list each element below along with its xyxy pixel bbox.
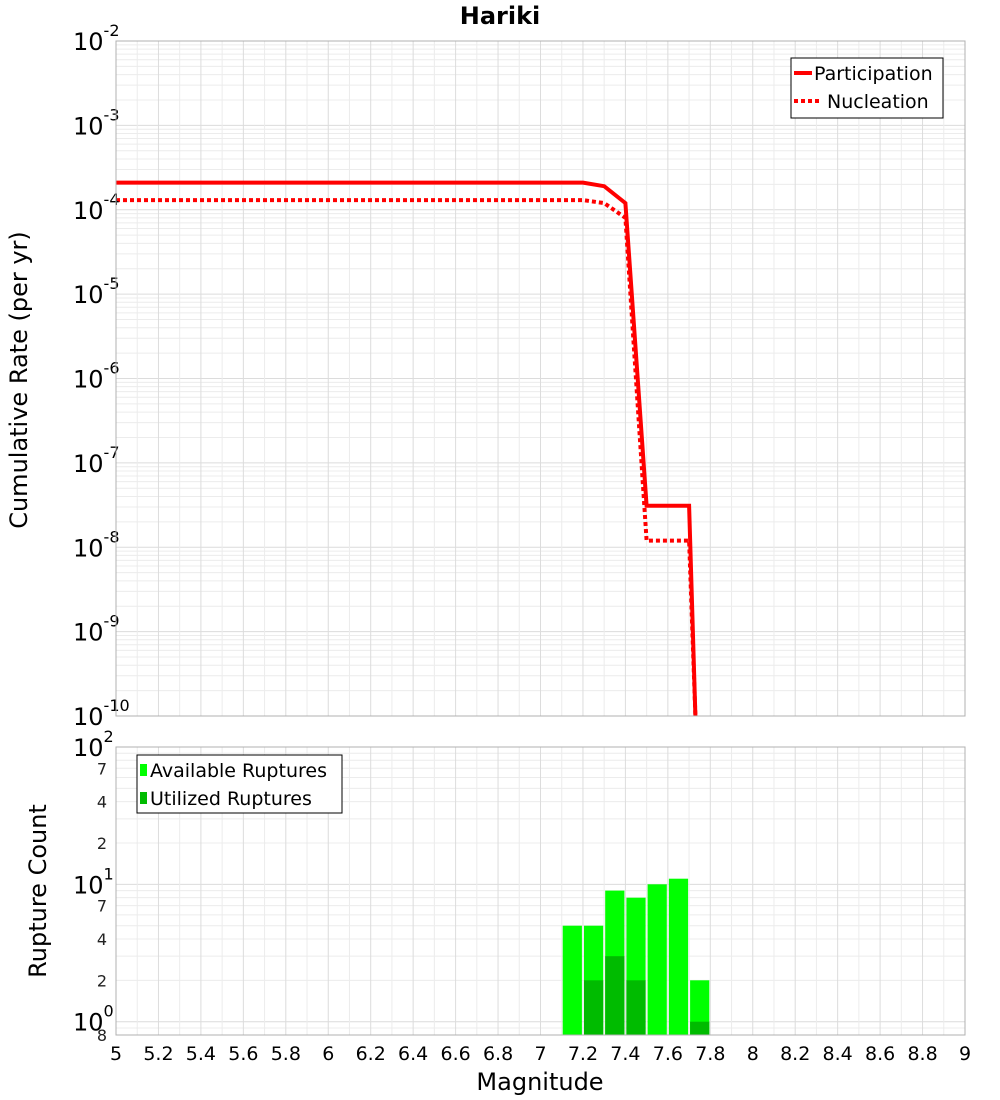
x-tick-label: 5 xyxy=(110,1043,122,1065)
count-y-minor-tick-label: 2 xyxy=(97,834,107,853)
count-panel: 102 101 100 7 4 2 7 4 2 8 5 5.2 5.4 5.6 5.8 6 6.2 6.4 6.6… xyxy=(24,727,971,1096)
x-tick-label: 7.4 xyxy=(610,1043,640,1065)
x-axis-label: Magnitude xyxy=(476,1068,603,1096)
x-tick-label: 6.6 xyxy=(440,1043,470,1065)
rate-y-axis-label: Cumulative Rate (per yr) xyxy=(5,231,33,529)
x-tick-label: 7 xyxy=(534,1043,546,1065)
count-y-minor-tick-label: 2 xyxy=(97,971,107,990)
legend-nucleation-label: Nucleation xyxy=(827,91,929,113)
legend-participation-label: Participation xyxy=(814,63,933,85)
available-bar xyxy=(690,980,710,1035)
magnitude-x-ticks: 5 5.2 5.4 5.6 5.8 6 6.2 6.4 6.6 6.8 7 7.2 7.4 7.6 7.8 8… xyxy=(110,1043,971,1065)
count-y-ticks: 102 101 100 7 4 2 7 4 2 8 xyxy=(73,727,114,1045)
count-y-minor-tick-label: 8 xyxy=(97,1026,107,1045)
rate-y-tick-label: 10-8 xyxy=(73,527,120,562)
rate-series-group xyxy=(116,180,698,717)
x-tick-label: 8.8 xyxy=(907,1043,937,1065)
rate-y-tick-label: 10-10 xyxy=(73,696,130,731)
rate-y-tick-label: 10-2 xyxy=(73,21,120,56)
utilized-bar xyxy=(584,980,604,1035)
chart-title: Hariki xyxy=(460,2,541,30)
legend-available-label: Available Ruptures xyxy=(150,760,327,782)
count-y-tick-label: 101 xyxy=(73,864,114,899)
legend-utilized-label: Utilized Ruptures xyxy=(150,788,312,810)
x-tick-label: 6 xyxy=(322,1043,334,1065)
count-y-minor-tick-label: 7 xyxy=(97,897,107,916)
count-y-minor-tick-label: 4 xyxy=(97,793,107,812)
x-tick-label: 8.2 xyxy=(780,1043,810,1065)
count-bars-group xyxy=(562,878,710,1035)
rate-y-tick-label: 10-4 xyxy=(73,190,120,225)
x-tick-label: 7.6 xyxy=(653,1043,683,1065)
x-tick-label: 5.4 xyxy=(186,1043,216,1065)
utilized-bar xyxy=(626,980,646,1035)
series-line-nucleation xyxy=(116,198,698,717)
count-y-tick-label: 100 xyxy=(73,1002,114,1037)
available-bar xyxy=(647,884,667,1035)
count-y-minor-tick-label: 7 xyxy=(97,759,107,778)
x-tick-label: 8.4 xyxy=(823,1043,853,1065)
count-legend: Available Ruptures Utilized Ruptures xyxy=(136,754,343,814)
x-tick-label: 6.4 xyxy=(398,1043,428,1065)
x-tick-label: 5.2 xyxy=(143,1043,173,1065)
x-tick-label: 7.8 xyxy=(695,1043,725,1065)
utilized-bar xyxy=(605,956,625,1035)
legend-available-swatch xyxy=(140,764,147,776)
x-tick-label: 7.2 xyxy=(568,1043,598,1065)
count-y-minor-tick-label: 4 xyxy=(97,930,107,949)
rate-panel: 10-210-310-410-510-610-710-810-910-10 Ha… xyxy=(5,2,966,731)
rate-legend: Participation Nucleation xyxy=(790,57,944,119)
x-tick-label: 6.2 xyxy=(356,1043,386,1065)
count-y-axis-label: Rupture Count xyxy=(24,804,52,978)
x-tick-label: 6.8 xyxy=(483,1043,513,1065)
x-tick-label: 5.8 xyxy=(271,1043,301,1065)
count-y-tick-label: 102 xyxy=(73,727,114,762)
x-tick-label: 5.6 xyxy=(228,1043,258,1065)
rate-grid xyxy=(115,41,966,717)
utilized-bar xyxy=(690,1021,710,1035)
x-tick-label: 8 xyxy=(747,1043,759,1065)
available-bar xyxy=(562,925,582,1035)
x-tick-label: 8.6 xyxy=(865,1043,895,1065)
x-tick-label: 9 xyxy=(959,1043,971,1065)
available-bar xyxy=(668,878,689,1035)
legend-utilized-swatch xyxy=(140,792,147,804)
